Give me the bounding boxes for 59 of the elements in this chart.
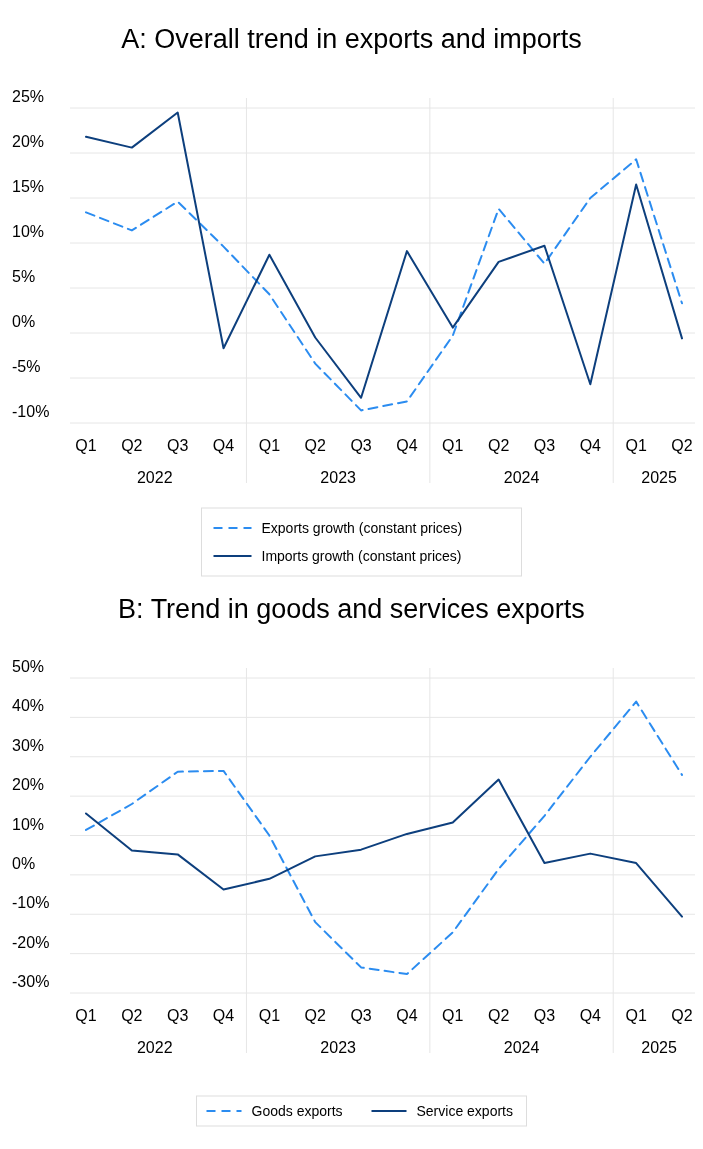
x-tick-label: Q3	[533, 437, 556, 454]
x-tick-label: Q4	[579, 437, 602, 454]
y-tick-label: -30%	[12, 973, 50, 990]
x-tick-label: Q3	[350, 437, 372, 454]
text: 2023	[320, 469, 357, 486]
x-tick-label: Q1	[75, 437, 97, 454]
legend-label: Imports growth (constant prices)	[261, 548, 462, 564]
x-tick-label: Q4	[396, 437, 418, 454]
x-tick-label: Q2	[487, 1007, 510, 1024]
y-tick-label: -10%	[12, 403, 50, 420]
x-tick-label: Q1	[625, 437, 647, 454]
y-tick-label: 0%	[12, 313, 36, 330]
chart-title: B: Trend in goods and services exports	[118, 594, 585, 624]
x-tick-label: Q4	[212, 437, 235, 454]
legend-label: Goods exports	[251, 1103, 343, 1119]
y-tick-label: 50%	[12, 658, 45, 675]
y-tick-label: -20%	[12, 933, 50, 951]
y-tick-label: 5%	[12, 268, 36, 285]
chart-title: A: Overall trend in exports and imports	[121, 24, 582, 54]
y-tick-label: 0%	[12, 854, 36, 872]
x-tick-label: Q2	[121, 437, 143, 454]
x-tick-label: Q1	[258, 1007, 281, 1024]
y-tick-label: 40%	[12, 697, 45, 715]
x-tick-label: Q2	[304, 1007, 326, 1024]
x-tick-label: Q2	[121, 1007, 143, 1024]
y-tick-label: 30%	[12, 736, 45, 754]
y-tick-label: -5%	[12, 358, 41, 375]
x-tick-label: Q3	[167, 1007, 189, 1024]
x-tick-label: Q4	[396, 1007, 418, 1024]
x-tick-label: Q3	[533, 1007, 556, 1024]
legend-label: Service exports	[416, 1103, 513, 1119]
text: 2022	[136, 469, 173, 486]
y-tick-label: 25%	[12, 88, 45, 105]
text: 2024	[503, 1039, 540, 1056]
text: 2024	[503, 469, 540, 486]
x-tick-label: Q2	[304, 437, 326, 454]
x-tick-label: Q2	[671, 1007, 693, 1024]
text: 2022	[136, 1039, 173, 1056]
y-tick-label: 10%	[12, 223, 45, 240]
x-tick-label: Q1	[442, 1007, 464, 1024]
text: 2025	[641, 1039, 677, 1056]
x-tick-label: Q1	[258, 437, 281, 454]
x-tick-label: Q2	[487, 437, 510, 454]
x-tick-label: Q4	[579, 1007, 602, 1024]
x-tick-label: Q4	[212, 1007, 235, 1024]
x-tick-label: Q3	[350, 1007, 372, 1024]
x-tick-label: Q1	[442, 437, 464, 454]
text: 2023	[320, 1039, 357, 1056]
x-tick-label: Q2	[671, 437, 693, 454]
x-tick-label: Q1	[625, 1007, 647, 1024]
y-tick-label: 10%	[12, 815, 45, 833]
legend-label: Exports growth (constant prices)	[261, 520, 463, 536]
x-tick-label: Q3	[167, 437, 189, 454]
y-tick-label: -10%	[12, 894, 50, 912]
text: 2025	[641, 469, 677, 486]
y-tick-label: 15%	[12, 178, 45, 195]
x-tick-label: Q1	[75, 1007, 97, 1024]
y-tick-label: 20%	[12, 133, 45, 150]
y-tick-label: 20%	[12, 776, 45, 794]
